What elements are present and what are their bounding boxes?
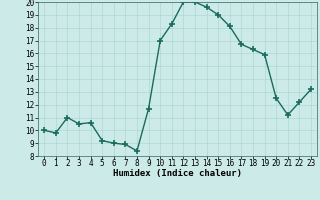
X-axis label: Humidex (Indice chaleur): Humidex (Indice chaleur) <box>113 169 242 178</box>
